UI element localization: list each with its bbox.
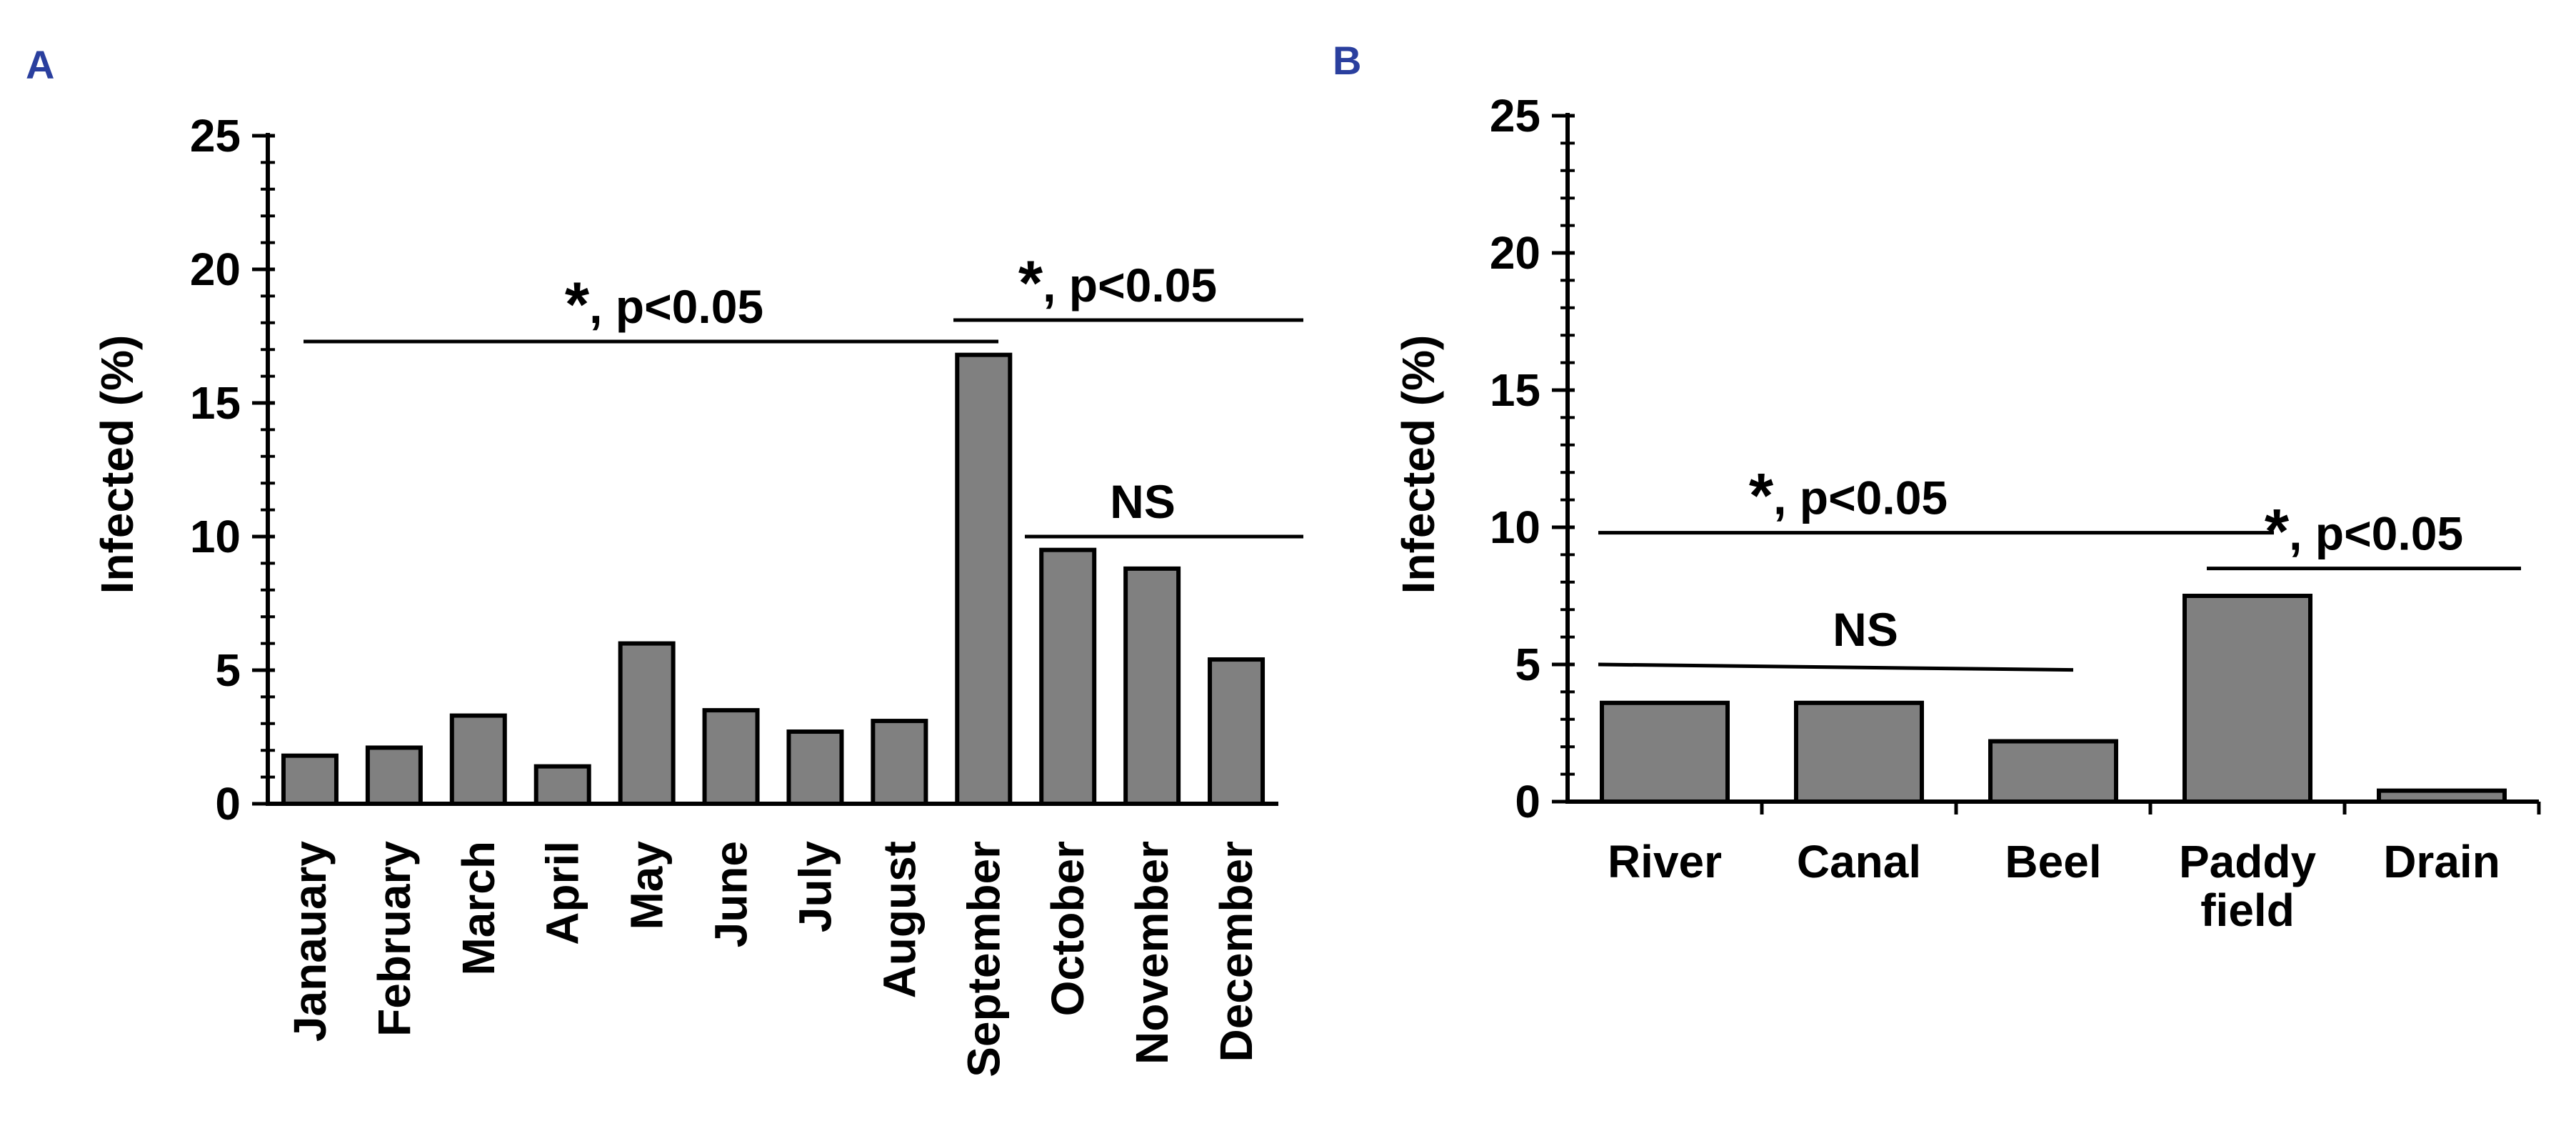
a-bar — [955, 352, 1013, 806]
panel-label-a: A — [26, 42, 54, 87]
y-axis-title-a: Infected (%) — [91, 335, 143, 594]
a-bar — [365, 745, 423, 806]
a-significance-label: *, p<0.05 — [565, 269, 763, 339]
a-significance-star: * — [1018, 247, 1043, 318]
a-category-label: March — [453, 841, 504, 976]
a-y-tick-label: 0 — [215, 778, 241, 829]
a-bar — [1208, 657, 1266, 806]
panel-label-b: B — [1333, 38, 1361, 83]
b-category-label: Canal — [1797, 836, 1921, 887]
b-category-label: River — [1608, 836, 1722, 887]
a-bar — [533, 764, 591, 807]
a-bar — [618, 641, 676, 806]
b-bar — [1600, 700, 1730, 804]
a-bar — [871, 719, 928, 806]
a-category-label: September — [958, 841, 1009, 1077]
b-significance-label: *, p<0.05 — [1749, 460, 1948, 531]
b-y-tick-label: 10 — [1490, 502, 1540, 553]
b-significance-label: *, p<0.05 — [2265, 496, 2463, 567]
a-category-label: June — [706, 841, 757, 947]
a-category-label: October — [1042, 841, 1093, 1016]
y-axis-title-b: Infected (%) — [1393, 335, 1444, 594]
chart-a: 0 5 10 15 20 25 Janauary February March April May J… — [190, 110, 1303, 1077]
a-category-label: February — [369, 841, 420, 1037]
b-y-tick-label: 15 — [1490, 364, 1540, 416]
a-bar — [1039, 547, 1097, 806]
b-bar — [1794, 700, 1924, 804]
b-bar — [1988, 739, 2118, 804]
a-y-tick-label: 25 — [190, 110, 241, 161]
b-significance-line — [1598, 662, 2074, 672]
a-category-label: November — [1126, 841, 1178, 1065]
a-y-tick-label: 5 — [215, 644, 241, 696]
a-significance-label: NS — [1110, 475, 1176, 528]
a-y-tick-label: 10 — [190, 511, 241, 562]
b-y-tick-label: 25 — [1490, 90, 1540, 141]
a-significance-label: *, p<0.05 — [1018, 247, 1217, 318]
a-significance-text: , p<0.05 — [1043, 259, 1217, 312]
a-category-label: Janauary — [284, 841, 336, 1042]
b-category-label: Beel — [2005, 836, 2101, 887]
a-significance-star: * — [565, 269, 590, 339]
b-y-tick-label: 20 — [1490, 227, 1540, 279]
b-significance-text: , p<0.05 — [2289, 507, 2463, 560]
b-significance-label: NS — [1833, 603, 1898, 656]
b-significance-star: * — [1749, 460, 1774, 531]
a-bar — [786, 729, 844, 807]
a-category-label: April — [537, 841, 588, 945]
b-significance-text: , p<0.05 — [1773, 472, 1948, 524]
b-category-label: Paddy — [2179, 836, 2316, 887]
a-bar — [449, 713, 507, 807]
b-category-label: Drain — [2383, 836, 2500, 887]
b-bar — [2182, 594, 2312, 804]
b-significance-star: * — [2265, 496, 2290, 567]
a-bar — [702, 708, 760, 806]
a-y-tick-label: 20 — [190, 244, 241, 295]
b-y-tick-label: 0 — [1515, 776, 1540, 827]
a-significance-text: , p<0.05 — [589, 280, 763, 333]
b-category-label: field — [2200, 885, 2295, 936]
a-category-label: July — [789, 841, 841, 932]
a-category-label: May — [621, 841, 673, 930]
b-y-tick-label: 5 — [1515, 639, 1540, 690]
a-category-label: August — [873, 841, 925, 998]
a-category-label: December — [1211, 841, 1262, 1062]
a-bar — [281, 753, 339, 807]
a-bar — [1123, 566, 1181, 806]
a-y-tick-label: 15 — [190, 377, 241, 429]
